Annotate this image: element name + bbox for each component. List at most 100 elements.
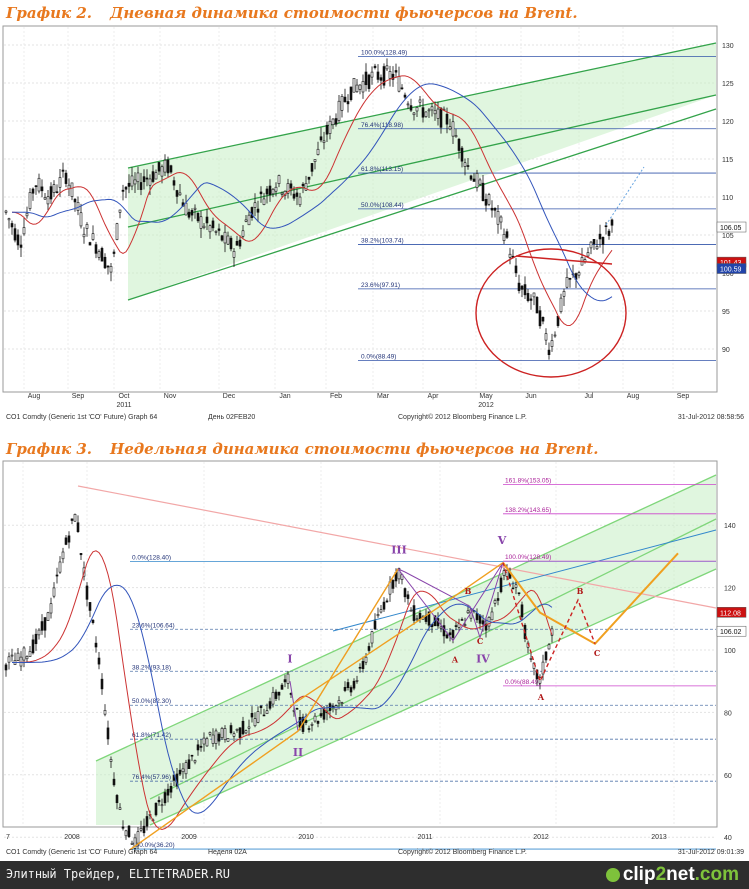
daily-candle-body bbox=[280, 192, 284, 195]
bottom-circle-annotation bbox=[475, 248, 627, 378]
daily-candle-body bbox=[127, 182, 131, 187]
daily-candle-body bbox=[244, 219, 248, 222]
wave-label: I bbox=[287, 652, 292, 665]
daily-candle-body bbox=[49, 186, 53, 200]
weekly-candle-body bbox=[391, 580, 395, 589]
daily-candle-body bbox=[505, 231, 509, 238]
y-tick-label: 100 bbox=[724, 648, 736, 655]
fib-level-label: 50.0%(82.30) bbox=[132, 698, 171, 705]
daily-candle-body bbox=[385, 65, 389, 70]
weekly-candle-body bbox=[226, 738, 230, 742]
chart2-title-label: График 2. bbox=[6, 4, 93, 22]
daily-candle-body bbox=[247, 214, 251, 226]
daily-candle-body bbox=[490, 207, 494, 211]
daily-candle-body bbox=[307, 176, 311, 180]
daily-candle-body bbox=[223, 231, 227, 244]
weekly-candle-body bbox=[64, 537, 68, 545]
weekly-candle-body bbox=[517, 592, 521, 595]
daily-candle-body bbox=[529, 298, 533, 301]
daily-candle-body bbox=[367, 74, 371, 89]
weekly-candle-body bbox=[229, 725, 233, 734]
weekly-candle-body bbox=[37, 629, 41, 636]
green-channel-area bbox=[128, 43, 716, 300]
y-tick-label: 140 bbox=[724, 523, 736, 530]
weekly-candle-body bbox=[70, 518, 74, 521]
weekly-candle-body bbox=[514, 584, 518, 588]
weekly-candle-body bbox=[133, 837, 137, 849]
weekly-candle-body bbox=[199, 745, 203, 748]
price-tag-label: 100.59 bbox=[720, 267, 742, 274]
daily-candle-body bbox=[172, 180, 176, 186]
daily-candle-body bbox=[391, 73, 395, 80]
site-footer: Элитный Трейдер, ELITETRADER.RU clip2net… bbox=[0, 861, 749, 889]
daily-candle-body bbox=[277, 175, 281, 184]
daily-candle-body bbox=[508, 253, 512, 258]
daily-candle-body bbox=[451, 121, 455, 137]
daily-candle-body bbox=[43, 197, 47, 200]
weekly-candle-body bbox=[352, 680, 356, 689]
weekly-candle-body bbox=[310, 723, 314, 726]
daily-candle-body bbox=[160, 166, 164, 177]
channel-middle-line bbox=[149, 518, 717, 800]
weekly-candle-body bbox=[214, 730, 218, 744]
price-tag bbox=[716, 607, 747, 618]
moving-average-fast bbox=[12, 550, 553, 831]
weekly-candle-body bbox=[304, 720, 308, 723]
clip2net-logo[interactable]: clip2net.com bbox=[605, 864, 739, 886]
fib-level-label: 61.8%(71.42) bbox=[132, 732, 171, 739]
x-tick-label: 2010 bbox=[298, 834, 314, 841]
x-tick-label: Mar bbox=[377, 393, 390, 400]
weekly-candle-body bbox=[334, 705, 338, 711]
weekly-candle-body bbox=[49, 603, 53, 614]
daily-candle-body bbox=[475, 173, 479, 188]
weekly-candle-body bbox=[364, 656, 368, 663]
daily-candle-body bbox=[403, 94, 407, 98]
daily-candle-body bbox=[520, 285, 524, 290]
daily-candle-body bbox=[319, 136, 323, 141]
daily-candle-body bbox=[349, 86, 353, 101]
wave-label: V bbox=[497, 534, 507, 547]
weekly-candle-body bbox=[157, 799, 161, 803]
x-tick-label: Sep bbox=[677, 393, 690, 400]
fib-level-label: 76.4%(57.96) bbox=[132, 774, 171, 781]
chart2-footer-left: CO1 Comdty (Generic 1st 'CO' Future) Gra… bbox=[6, 414, 157, 421]
daily-candle-body bbox=[592, 239, 596, 245]
wave-label: C bbox=[477, 636, 483, 646]
weekly-candle-body bbox=[103, 710, 107, 715]
fib-level-label: 61.8%(113.15) bbox=[361, 166, 403, 173]
daily-candle-body bbox=[76, 202, 80, 211]
daily-candle-body bbox=[460, 147, 464, 162]
weekly-candle-body bbox=[91, 619, 95, 623]
weekly-candle-body bbox=[382, 601, 386, 610]
weekly-candle-body bbox=[397, 568, 401, 580]
fib-level-label: 76.4%(118.98) bbox=[361, 122, 403, 129]
chart2-daily-brent: 100.0%(128.49) 76.4%(118.98) 61.8%(113.15)… bbox=[2, 25, 747, 421]
daily-candle-body bbox=[31, 188, 35, 194]
weekly-candle-body bbox=[34, 633, 38, 645]
wave-label: A bbox=[451, 654, 459, 664]
daily-candle-body bbox=[364, 71, 368, 86]
daily-candle-body bbox=[139, 182, 143, 190]
weekly-candle-body bbox=[355, 680, 359, 682]
weekly-candle-body bbox=[295, 708, 299, 710]
daily-candle-body bbox=[547, 349, 551, 356]
daily-candle-body bbox=[502, 233, 506, 241]
daily-candle-body bbox=[121, 189, 125, 192]
fib-extension-label: 0.0%(88.49) bbox=[505, 679, 540, 686]
daily-candle-body bbox=[523, 284, 527, 296]
fib-extension-label: 100.0%(128.49) bbox=[505, 554, 551, 561]
weekly-candle-body bbox=[346, 682, 350, 689]
x-tick-label: Dec bbox=[223, 393, 236, 400]
weekly-candle-body bbox=[367, 646, 371, 651]
orange-projection-path bbox=[502, 552, 679, 646]
weekly-candle-body bbox=[262, 714, 266, 717]
weekly-candle-body bbox=[121, 826, 125, 829]
weekly-candle-body bbox=[193, 760, 197, 763]
daily-candle-body bbox=[193, 207, 197, 210]
weekly-candle-body bbox=[256, 711, 260, 723]
daily-candle-body bbox=[46, 196, 50, 205]
daily-candle-body bbox=[238, 239, 242, 247]
y-tick-label: 80 bbox=[724, 710, 732, 717]
weekly-candle-body bbox=[130, 842, 134, 845]
daily-candle-body bbox=[346, 101, 350, 105]
